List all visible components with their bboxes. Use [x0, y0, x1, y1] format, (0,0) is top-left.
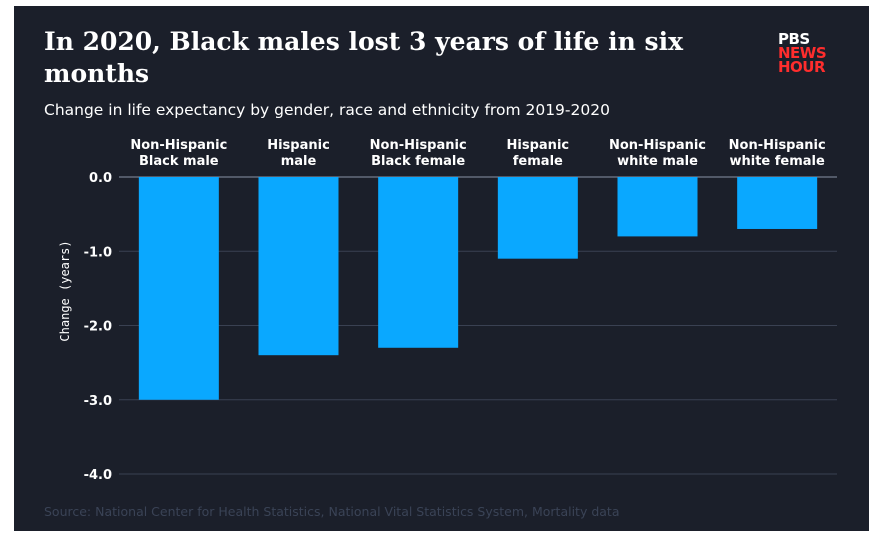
- category-label: male: [281, 154, 317, 169]
- category-label: Hispanic: [507, 138, 570, 153]
- category-label: female: [513, 154, 563, 169]
- logo-line-1: PBS: [778, 30, 810, 48]
- logo-line-3: HOUR: [778, 58, 826, 76]
- y-tick-label: -3.0: [84, 394, 112, 409]
- category-label: Non-Hispanic: [370, 138, 467, 153]
- y-axis-title: Change (years): [58, 240, 72, 341]
- category-label: Hispanic: [267, 138, 330, 153]
- category-label: white male: [617, 154, 698, 169]
- y-tick-label: -4.0: [84, 468, 112, 483]
- chart-card: In 2020, Black males lost 3 years of lif…: [14, 6, 869, 531]
- category-label: Non-Hispanic: [130, 138, 227, 153]
- pbs-newshour-logo: PBS NEWS HOUR: [778, 30, 858, 76]
- y-tick-label: -1.0: [84, 245, 112, 260]
- bar-chart: 0.0 -1.0 -2.0 -3.0 -4.0 Change (years) Non-His…: [58, 138, 837, 483]
- chart-title: In 2020, Black males lost 3 years of lif…: [44, 27, 683, 88]
- source-note: Source: National Center for Health Stati…: [44, 504, 620, 519]
- category-label: white female: [729, 154, 825, 169]
- chart-subtitle: Change in life expectancy by gender, rac…: [44, 101, 610, 119]
- y-tick-label: 0.0: [89, 171, 112, 186]
- category-label: Black female: [371, 154, 465, 169]
- y-tick-label: -2.0: [84, 320, 112, 335]
- bar: [258, 177, 339, 356]
- bar: [617, 177, 698, 237]
- bar: [138, 177, 219, 400]
- logo-line-2: NEWS: [778, 44, 827, 62]
- category-label: Non-Hispanic: [609, 138, 706, 153]
- bar: [497, 177, 578, 259]
- bar: [737, 177, 818, 229]
- bar: [378, 177, 459, 348]
- category-label: Black male: [139, 154, 219, 169]
- category-label: Non-Hispanic: [729, 138, 826, 153]
